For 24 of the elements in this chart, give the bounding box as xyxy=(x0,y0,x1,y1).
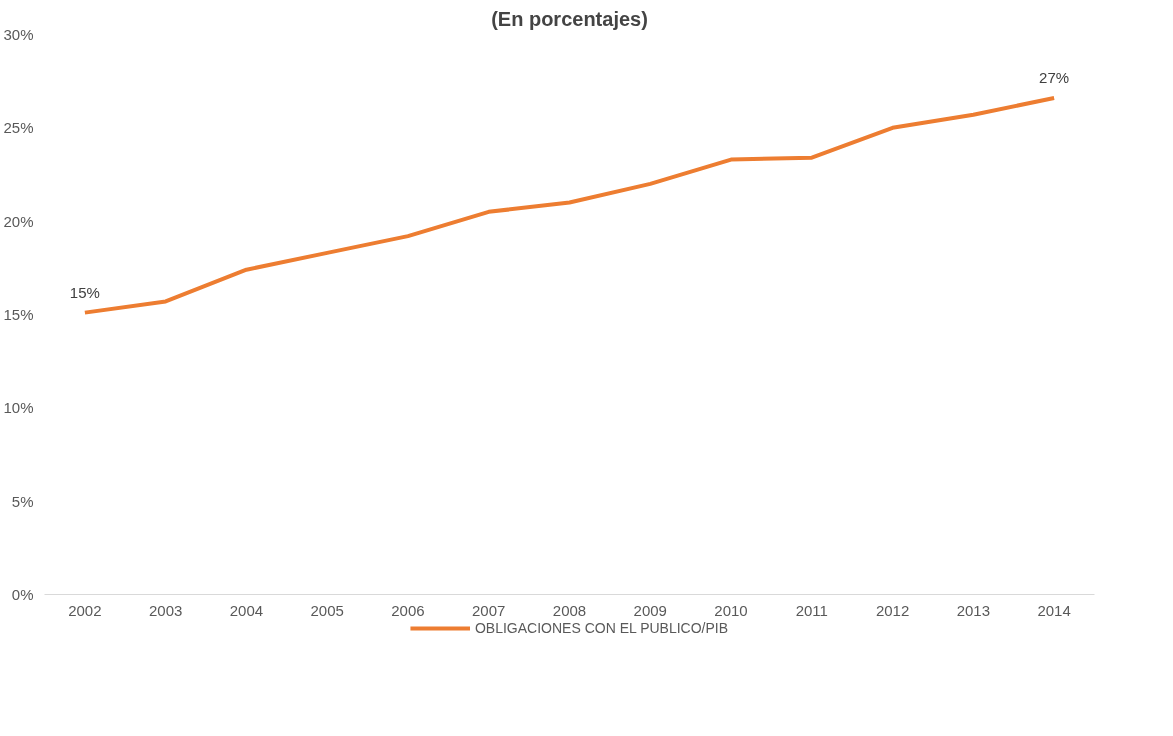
x-tick-label: 2007 xyxy=(472,601,506,619)
y-tick-label: 25% xyxy=(3,119,34,137)
x-tick-label: 2014 xyxy=(1037,601,1071,619)
y-tick-label: 5% xyxy=(11,492,34,510)
x-tick-label: 2002 xyxy=(68,601,102,619)
data-label: 15% xyxy=(69,283,100,301)
x-tick-label: 2003 xyxy=(148,601,183,619)
y-tick-label: 0% xyxy=(11,586,34,603)
data-label: 27% xyxy=(1039,68,1070,86)
x-tick-label: 2009 xyxy=(633,601,667,619)
y-tick-label: 30% xyxy=(3,26,34,43)
x-tick-label: 2013 xyxy=(956,601,991,619)
x-tick-label: 2005 xyxy=(310,601,344,619)
x-tick-label: 2011 xyxy=(795,601,828,619)
x-tick-label: 2010 xyxy=(714,601,748,619)
x-tick-label: 2008 xyxy=(552,601,587,619)
chart-title: (En porcentajes) xyxy=(491,7,648,30)
y-tick-label: 20% xyxy=(3,212,34,230)
y-tick-label: 15% xyxy=(3,306,34,323)
x-tick-label: 2006 xyxy=(391,601,425,619)
legend-label: OBLIGACIONES CON EL PUBLICO/PIB xyxy=(474,620,729,636)
x-tick-label: 2004 xyxy=(229,601,264,619)
x-tick-label: 2012 xyxy=(875,601,910,619)
y-tick-label: 10% xyxy=(3,399,34,417)
